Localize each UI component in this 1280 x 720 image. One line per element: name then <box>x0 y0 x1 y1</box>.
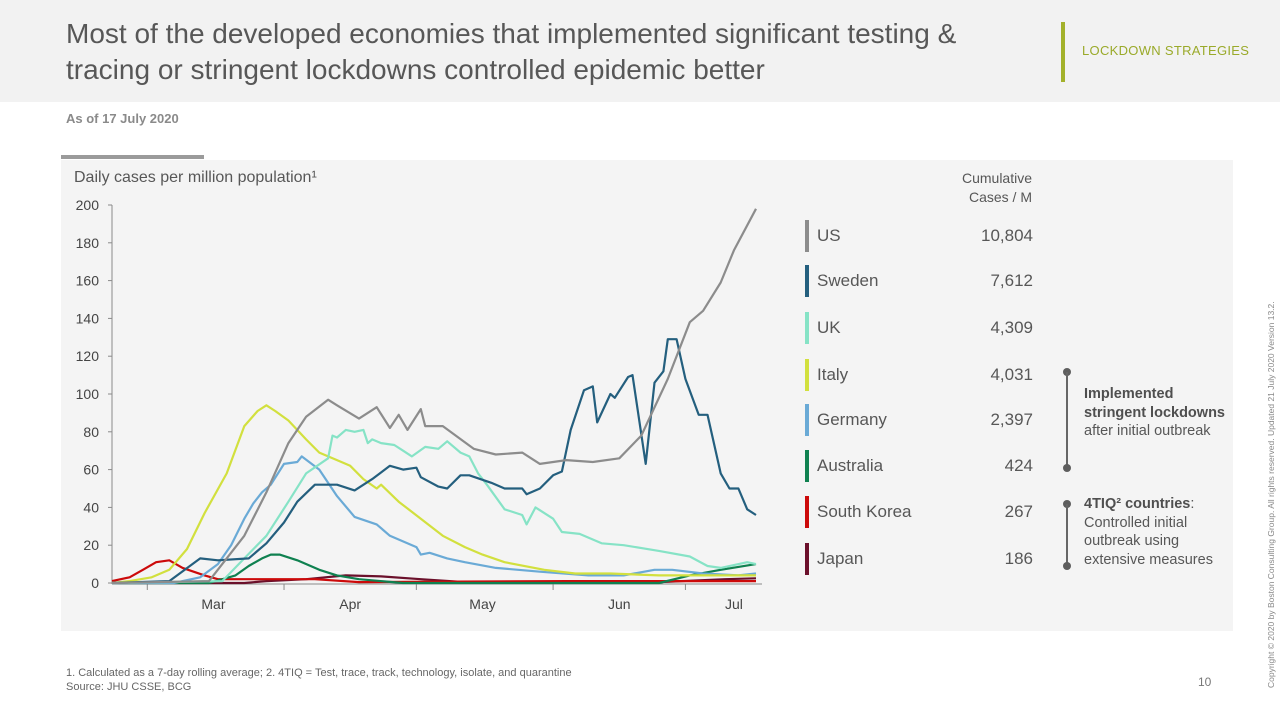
page-title: Most of the developed economies that imp… <box>66 18 957 85</box>
y-tick-label: 60 <box>83 462 99 478</box>
y-tick-label: 200 <box>76 197 100 213</box>
legend-swatch <box>805 220 809 252</box>
series-line-italy <box>111 404 756 585</box>
header-bar <box>0 0 1280 102</box>
legend-item: Japan 186 <box>805 543 1033 575</box>
legend-cumulative-value: 186 <box>1004 549 1033 568</box>
legend-cumulative-value: 267 <box>1004 502 1033 521</box>
legend-item: UK 4,309 <box>805 312 1033 344</box>
series-line-australia <box>112 553 757 585</box>
legend-swatch <box>805 496 809 528</box>
legend-cumulative-value: 424 <box>1004 456 1033 475</box>
legend-swatch <box>805 359 809 391</box>
tiq-bracket <box>1066 504 1068 566</box>
x-tick-label: May <box>469 596 495 612</box>
legend-swatch <box>805 450 809 482</box>
legend-item: Sweden 7,612 <box>805 265 1033 297</box>
legend-cumulative-value: 4,309 <box>990 318 1033 337</box>
footnote: 1. Calculated as a 7-day rolling average… <box>66 667 572 679</box>
legend-cumulative-value: 4,031 <box>990 365 1033 384</box>
bracket-dot <box>1063 562 1071 570</box>
series-line-south-korea <box>111 559 756 584</box>
legend-country: Germany <box>817 410 887 429</box>
lockdown-annotation-text: after initial outbreak <box>1084 423 1211 439</box>
lockdown-annotation-bold: Implemented stringent lockdowns <box>1084 386 1225 421</box>
series-line-sweden <box>111 338 757 585</box>
y-tick-label: 120 <box>76 348 100 364</box>
legend-country: Japan <box>817 549 864 568</box>
series-line-us <box>111 208 757 585</box>
legend-swatch <box>805 312 809 344</box>
x-tick-label: Jul <box>725 596 743 612</box>
series-line-uk <box>111 428 757 585</box>
legend-header: Cumulative Cases / M <box>900 169 1032 207</box>
legend-country: Sweden <box>817 271 879 290</box>
series-line-germany <box>112 455 757 585</box>
legend-item: Germany 2,397 <box>805 404 1033 436</box>
section-tag-bar <box>1061 22 1065 82</box>
legend-item: US 10,804 <box>805 220 1033 252</box>
chart-title: Daily cases per million population¹ <box>74 169 317 186</box>
legend-cumulative-value: 2,397 <box>990 410 1033 429</box>
lockdown-annotation: Implemented stringent lockdowns after in… <box>1084 385 1234 441</box>
y-tick-label: 180 <box>76 235 100 251</box>
panel-tab-bar <box>61 155 204 159</box>
legend-cumulative-value: 7,612 <box>990 271 1033 290</box>
lockdown-bracket <box>1066 372 1068 468</box>
y-tick-label: 100 <box>76 386 100 402</box>
source: Source: JHU CSSE, BCG <box>66 680 192 693</box>
section-tag: LOCKDOWN STRATEGIES <box>1082 43 1250 58</box>
tiq-annotation-text: : Controlled initial outbreak using exte… <box>1084 496 1213 568</box>
legend-swatch <box>805 543 809 575</box>
y-tick-label: 20 <box>83 537 99 553</box>
y-tick-label: 0 <box>91 575 99 591</box>
legend-country: Italy <box>817 365 849 384</box>
legend-header-line2: Cases / M <box>968 189 1032 205</box>
footnotes: 1. Calculated as a 7-day rolling average… <box>66 667 572 694</box>
as-of-date: As of 17 July 2020 <box>66 111 179 126</box>
bracket-dot <box>1063 464 1071 472</box>
legend-country: UK <box>817 318 841 337</box>
y-tick-label: 40 <box>83 499 99 515</box>
legend-item: Australia 424 <box>805 450 1033 482</box>
legend-item: Italy 4,031 <box>805 359 1033 391</box>
y-tick-label: 140 <box>76 310 100 326</box>
legend-country: South Korea <box>817 502 912 521</box>
page-number: 10 <box>1198 675 1212 689</box>
legend-cumulative-value: 10,804 <box>981 226 1033 245</box>
copyright: Copyright © 2020 by Boston Consulting Gr… <box>1266 301 1276 688</box>
tiq-annotation-bold: 4TIQ² countries <box>1084 496 1191 512</box>
y-tick-label: 80 <box>83 424 99 440</box>
x-tick-label: Jun <box>608 596 631 612</box>
legend-swatch <box>805 404 809 436</box>
legend-swatch <box>805 265 809 297</box>
x-tick-label: Apr <box>339 596 361 612</box>
y-tick-label: 160 <box>76 273 100 289</box>
x-tick-label: Mar <box>201 596 225 612</box>
legend-item: South Korea 267 <box>805 496 1033 528</box>
legend-country: US <box>817 226 841 245</box>
legend-header-line1: Cumulative <box>961 170 1032 186</box>
tiq-annotation: 4TIQ² countries: Controlled initial outb… <box>1084 495 1234 569</box>
legend-country: Australia <box>817 456 884 475</box>
